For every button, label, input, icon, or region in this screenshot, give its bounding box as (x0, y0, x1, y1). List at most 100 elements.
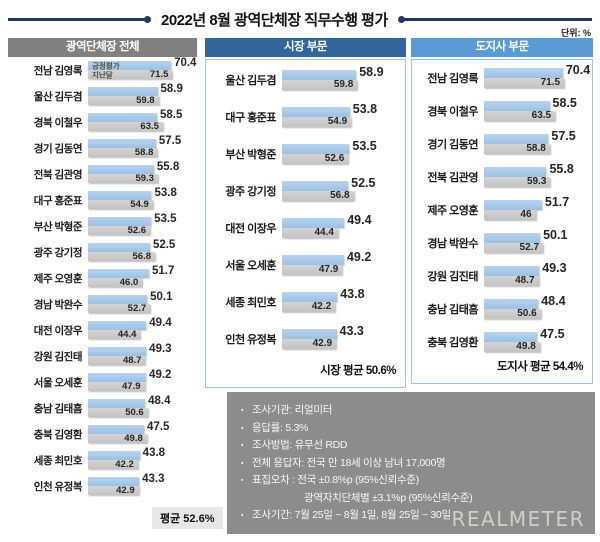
current-bar (282, 218, 345, 228)
current-bar (282, 70, 357, 80)
previous-bar (282, 117, 352, 127)
current-bar (88, 347, 147, 356)
bars-group: 58.5 63.5 (484, 96, 588, 121)
current-bar (88, 217, 152, 226)
title-rule-left (8, 15, 151, 23)
bars-group: 49.4 44.4 (88, 317, 195, 340)
survey-info-line: 조사기간: 7월 25일 ~ 8월 1일, 8월 25일 ~ 30일 (241, 507, 587, 525)
overall-average-label: 평균 52.6% (152, 507, 223, 529)
current-value: 51.7 (152, 265, 175, 277)
bars-group: 53.8 54.9 (282, 102, 401, 127)
bar-row: 충북 김영환 47.5 49.8 (420, 327, 588, 352)
previous-bar (88, 382, 145, 391)
bar-row: 대전 이장우 49.4 44.4 (214, 213, 401, 238)
category-label: 강원 김진태 (427, 271, 478, 283)
title-rule-dot-left (144, 15, 151, 23)
current-value: 55.8 (156, 161, 180, 173)
bars-group: 49.4 44.4 (282, 213, 401, 238)
panel-governor: 도지사 부문 도지사 평균 54.4% 전남 김영록 70.4 71.5 경북 이철우… (411, 38, 593, 384)
survey-info-line: 응답률: 5.3% (241, 420, 587, 438)
previous-value: 58.8 (526, 143, 546, 154)
current-bar (484, 233, 541, 243)
current-value: 43.3 (339, 324, 364, 338)
bars-group: 47.5 49.8 (88, 421, 195, 444)
current-bar (88, 87, 158, 96)
bar-row: 제주 오영훈 51.7 46 (420, 195, 588, 220)
category-label: 강원 김진태 (33, 350, 83, 363)
current-bar (88, 191, 152, 200)
survey-info-line: 표집오차 : 전국 ±0.8%p (95%신뢰수준) (241, 472, 587, 490)
previous-value: 47.9 (122, 381, 141, 392)
previous-bar (484, 144, 550, 154)
current-value: 53.5 (352, 139, 377, 153)
current-bar (282, 329, 337, 339)
category-label: 서울 오세훈 (225, 260, 276, 272)
previous-value: 58.8 (134, 147, 154, 158)
bar-row: 부산 박형준 53.5 52.6 (214, 139, 401, 164)
bars-group: 53.5 52.6 (282, 139, 401, 164)
category-label: 전남 김영록 (427, 73, 478, 85)
current-value: 48.4 (148, 395, 171, 407)
previous-value: 52.6 (324, 153, 345, 164)
previous-value: 56.8 (330, 190, 350, 201)
previous-bar (88, 486, 139, 495)
current-bar (282, 107, 350, 117)
current-bar: 긍정평가 (88, 61, 172, 70)
bar-row: 충남 김태흠 48.4 50.6 (420, 294, 588, 319)
panel-governor-chart: 도지사 평균 54.4% 전남 김영록 70.4 71.5 경북 이철우 58.5 63.… (411, 59, 593, 384)
bars-group: 43.8 42.2 (282, 287, 401, 312)
previous-value: 42.9 (116, 485, 135, 496)
current-bar (88, 399, 146, 408)
current-value: 43.3 (142, 473, 165, 485)
bar-row: 인천 유정복 43.3 42.9 (10, 473, 195, 496)
current-bar (88, 165, 154, 174)
previous-value: 44.4 (117, 329, 137, 340)
category-label: 서울 오세훈 (33, 376, 83, 389)
current-bar (88, 477, 140, 486)
previous-bar (282, 191, 354, 201)
previous-bar (88, 148, 158, 157)
current-value: 52.5 (351, 176, 376, 190)
bar-row: 충북 김영환 47.5 49.8 (10, 421, 195, 444)
current-value: 53.8 (154, 187, 177, 199)
previous-value: 52.7 (127, 303, 147, 314)
bar-row: 대구 홍준표 53.8 54.9 (10, 187, 195, 209)
previous-bar (484, 342, 540, 352)
bars-group: 52.5 56.8 (88, 239, 195, 261)
panel-overall-header: 광역단체장 전체 (8, 38, 197, 57)
previous-value: 59.8 (333, 79, 354, 90)
panel-mayor: 시장 부문 시장 평균 50.6% 울산 김두겸 58.9 59.8 대구 홍준표 53… (205, 38, 406, 388)
category-label: 충북 김영환 (33, 428, 83, 441)
current-value: 50.1 (543, 228, 568, 242)
bars-group: 58.9 59.8 (282, 65, 401, 90)
previous-bar (88, 174, 158, 183)
bars-group: 49.3 48.7 (88, 343, 195, 365)
survey-info-box: 조사기관: 리얼미터응답률: 5.3%조사방법: 유무선 RDD전체 응답자: … (227, 392, 595, 534)
previous-bar (484, 177, 551, 187)
previous-bar (88, 408, 148, 417)
category-label: 인천 유정복 (225, 334, 276, 346)
previous-bar (88, 460, 138, 469)
previous-value: 47.9 (318, 264, 339, 275)
category-label: 충남 김태흠 (33, 402, 83, 415)
current-value: 58.5 (160, 109, 183, 121)
category-label: 대전 이장우 (225, 223, 276, 235)
previous-value: 46.0 (119, 277, 139, 288)
category-label: 대구 홍준표 (225, 112, 276, 124)
current-bar (484, 68, 563, 78)
previous-value: 49.8 (124, 433, 143, 444)
current-bar (484, 167, 547, 177)
previous-bar (484, 243, 544, 253)
previous-bar (282, 154, 349, 164)
bars-group: 57.5 58.8 (484, 129, 588, 154)
previous-bar (282, 228, 338, 238)
bars-group: 55.8 59.3 (484, 162, 588, 187)
previous-bar (88, 304, 151, 313)
current-value: 48.4 (541, 294, 566, 308)
previous-bar (88, 356, 146, 365)
previous-value: 71.5 (149, 69, 169, 80)
page-title: 2022년 8월 광역단체장 직무수행 평가 (161, 12, 388, 29)
bar-row: 울산 김두겸 58.9 59.8 (10, 83, 195, 105)
bars-group: 긍정평가 지난달 70.4 71.5 (88, 57, 196, 80)
panel-overall-chart: 전남 김영록 긍정평가 지난달 70.4 71.5 울산 김두겸 58.9 59.8 경북 이철… (8, 57, 197, 509)
